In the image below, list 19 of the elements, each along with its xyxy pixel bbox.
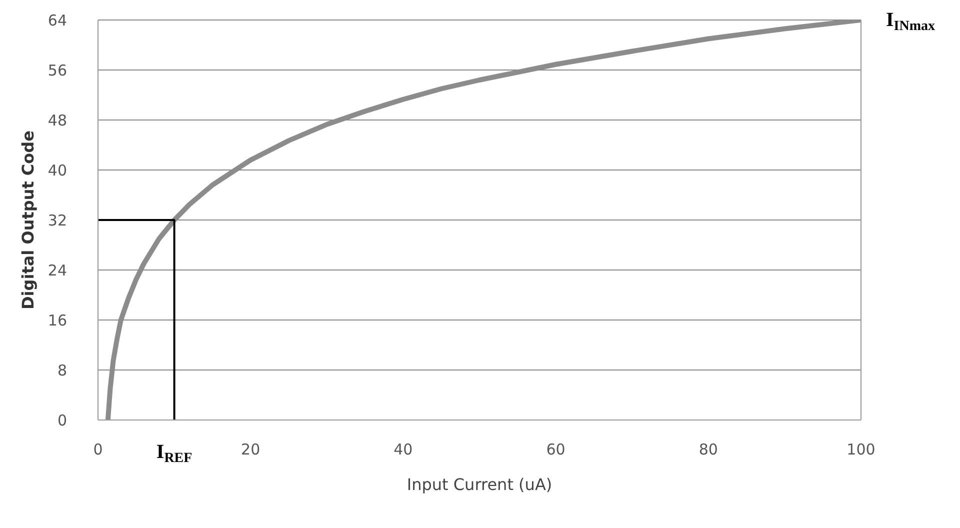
x-axis-title: Input Current (uA) [406,475,552,494]
y-tick-label: 24 [48,261,67,280]
y-tick-label: 56 [48,61,67,80]
y-tick-label: 8 [57,361,67,380]
x-tick-label: 20 [241,440,260,459]
x-tick-label: 100 [846,440,876,459]
annotation: I$_{INmax}$ [886,9,936,34]
y-tick-label: 64 [48,11,67,30]
x-tick-label: 40 [394,440,413,459]
y-tick-label: 32 [48,211,67,230]
x-tick-label: 60 [546,440,566,459]
annotation: I$_{REF}$ [156,441,192,466]
y-axis-title: Digital Output Code [18,130,38,310]
y-tick-label: 16 [48,311,67,330]
x-tick-label: 80 [698,440,718,459]
y-tick-label: 40 [48,161,67,180]
y-tick-label: 48 [48,111,67,130]
x-tick-label: 0 [93,440,103,459]
y-tick-label: 0 [57,411,67,430]
